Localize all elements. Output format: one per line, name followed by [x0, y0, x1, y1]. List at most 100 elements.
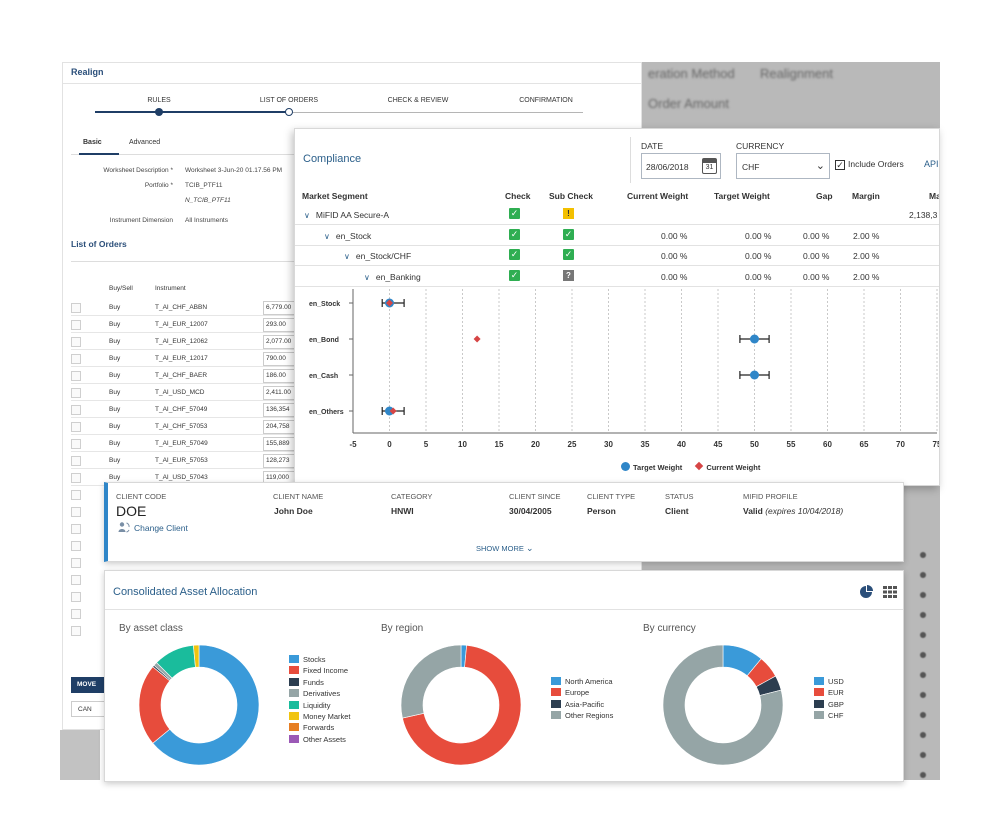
- empty-row-checkbox[interactable]: [71, 507, 81, 517]
- x-tick-label: 75: [933, 440, 940, 449]
- legend-item[interactable]: Funds: [289, 677, 351, 689]
- legend-label: GBP: [828, 699, 844, 709]
- question-icon: ?: [563, 269, 574, 281]
- empty-row-checkbox[interactable]: [71, 541, 81, 551]
- donut-slice[interactable]: [662, 644, 784, 766]
- order-checkbox[interactable]: [71, 439, 81, 449]
- donut-slice[interactable]: [152, 644, 260, 766]
- grid-view-icon[interactable]: [883, 586, 897, 598]
- worksheet-value[interactable]: Worksheet 3-Jun-20 01.17.56 PM: [185, 167, 283, 174]
- empty-row-checkbox[interactable]: [71, 490, 81, 500]
- chevron-down-icon[interactable]: ∨: [364, 272, 370, 282]
- step-rules[interactable]: RULES: [147, 97, 171, 104]
- pie-chart-icon[interactable]: [859, 585, 873, 599]
- col-gap: Gap: [816, 191, 833, 201]
- empty-row-checkbox[interactable]: [71, 524, 81, 534]
- step-check-review[interactable]: CHECK & REVIEW: [387, 97, 449, 104]
- bg-label-method: eration Method: [648, 66, 735, 81]
- compliance-title: Compliance: [303, 153, 362, 165]
- legend-item[interactable]: GBP: [814, 699, 844, 711]
- legend-item[interactable]: Fixed Income: [289, 666, 351, 677]
- legend-item[interactable]: EUR: [814, 688, 844, 699]
- include-orders-label: Include Orders: [848, 159, 904, 169]
- legend-item[interactable]: Europe: [551, 688, 613, 699]
- legend-item[interactable]: North America: [551, 677, 613, 688]
- compliance-row[interactable]: ∨ MiFID AA Secure-A ✓! 2,138,3: [295, 205, 939, 225]
- donut-slice[interactable]: [402, 644, 522, 766]
- legend-item[interactable]: Stocks: [289, 655, 351, 666]
- step-confirmation[interactable]: CONFIRMATION: [519, 97, 573, 104]
- legend-item[interactable]: Liquidity: [289, 700, 351, 712]
- chevron-down-icon[interactable]: ∨: [304, 211, 310, 220]
- tab-advanced[interactable]: Advanced: [129, 139, 161, 146]
- move-button[interactable]: MOVE: [71, 677, 109, 693]
- donut-slice[interactable]: [193, 644, 200, 668]
- legend-item[interactable]: Asia-Pacific: [551, 699, 613, 711]
- legend-item[interactable]: Money Market: [289, 711, 351, 723]
- donut-slice[interactable]: [138, 666, 171, 744]
- order-checkbox[interactable]: [71, 473, 81, 483]
- client-type-value: Person: [587, 506, 616, 516]
- cell-current: 0.00 %: [661, 230, 688, 241]
- order-checkbox[interactable]: [71, 371, 81, 381]
- segment-name[interactable]: ∨ MiFID AA Secure-A: [304, 210, 389, 220]
- empty-row-checkbox[interactable]: [71, 575, 81, 585]
- calendar-icon[interactable]: 31: [702, 158, 717, 174]
- target-weight-swatch: [621, 462, 630, 471]
- compliance-row[interactable]: ∨ en_Stock ✓ ✓ 0.00 % 0.00 % 0.00 % 2.00 %: [295, 226, 939, 246]
- change-client-link[interactable]: Change Client: [118, 521, 188, 533]
- show-more-button[interactable]: SHOW MORE ⌄: [476, 543, 534, 554]
- current-weight-point[interactable]: [389, 407, 397, 415]
- target-weight-point[interactable]: [750, 334, 759, 344]
- order-checkbox[interactable]: [71, 303, 81, 313]
- donut-slice[interactable]: [400, 644, 462, 719]
- legend-item[interactable]: Other Regions: [551, 711, 613, 722]
- legend-label: Liquidity: [303, 700, 331, 710]
- api-link[interactable]: API: [924, 159, 939, 169]
- x-tick-label: 60: [823, 440, 832, 449]
- step-list-of-orders[interactable]: LIST OF ORDERS: [259, 97, 319, 104]
- currency-legend: USD EUR GBP CHF: [814, 677, 844, 723]
- order-checkbox[interactable]: [71, 405, 81, 415]
- legend-label: USD: [828, 677, 844, 686]
- empty-row-checkbox[interactable]: [71, 592, 81, 602]
- segment-name[interactable]: ∨ en_Banking: [364, 272, 421, 282]
- current-weight-point[interactable]: [386, 299, 393, 307]
- order-instrument: T_AI_EUR_57053: [155, 457, 208, 464]
- legend-item[interactable]: Other Assets: [289, 734, 351, 746]
- order-checkbox[interactable]: [71, 354, 81, 364]
- compliance-row[interactable]: ∨ en_Banking ✓? 0.00 % 0.00 % 0.00 % 2.00 %: [295, 267, 939, 287]
- order-checkbox[interactable]: [71, 422, 81, 432]
- order-checkbox[interactable]: [71, 456, 81, 466]
- portfolio-value[interactable]: TCIB_PTF11: [185, 182, 223, 189]
- x-tick-label: 5: [424, 440, 429, 449]
- mifid-expiry: (expires 10/04/2018): [765, 506, 844, 516]
- empty-row-checkbox[interactable]: [71, 609, 81, 619]
- date-label: DATE: [641, 141, 664, 151]
- target-weight-point[interactable]: [385, 406, 394, 416]
- include-orders-checkbox[interactable]: ✓ Include Orders: [835, 159, 904, 170]
- compliance-row[interactable]: ∨ en_Stock/CHF ✓ ✓ 0.00 % 0.00 % 0.00 % 2.00 %: [295, 246, 939, 266]
- empty-row-checkbox[interactable]: [71, 626, 81, 636]
- tab-basic[interactable]: Basic: [83, 139, 102, 146]
- legend-item[interactable]: USD: [814, 677, 844, 688]
- chevron-down-icon[interactable]: ∨: [344, 252, 350, 261]
- segment-name[interactable]: ∨ en_Stock: [324, 231, 371, 241]
- cell-target: 0.00 %: [745, 271, 772, 282]
- legend-item[interactable]: CHF: [814, 711, 844, 722]
- order-checkbox[interactable]: [71, 337, 81, 347]
- segment-name[interactable]: ∨ en_Stock/CHF: [344, 251, 411, 261]
- current-weight-point[interactable]: [473, 335, 481, 343]
- legend-item[interactable]: Forwards: [289, 723, 351, 734]
- x-tick-label: 30: [604, 440, 613, 449]
- target-weight-point[interactable]: [750, 370, 759, 380]
- dimension-value[interactable]: All Instruments: [185, 217, 228, 224]
- order-checkbox[interactable]: [71, 388, 81, 398]
- legend-item[interactable]: Derivatives: [289, 689, 351, 700]
- currency-select[interactable]: CHF ⌄: [736, 153, 830, 179]
- date-input[interactable]: 28/06/2018 31: [641, 153, 721, 179]
- order-checkbox[interactable]: [71, 320, 81, 330]
- chevron-down-icon[interactable]: ∨: [324, 231, 330, 241]
- empty-row-checkbox[interactable]: [71, 558, 81, 568]
- x-tick-label: 55: [787, 440, 796, 449]
